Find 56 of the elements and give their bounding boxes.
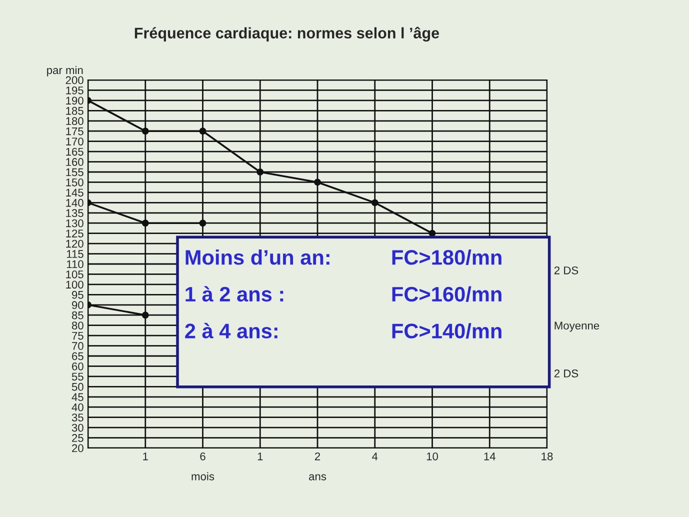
x-tick-label: 10 xyxy=(426,452,438,460)
y-tick-label: 35 xyxy=(72,414,84,422)
y-tick-label: 110 xyxy=(66,260,84,268)
y-tick-label: 55 xyxy=(72,372,84,381)
x-tick-label: 1 xyxy=(258,452,263,460)
y-tick-label: 190 xyxy=(66,96,84,105)
y-tick-label: 20 xyxy=(72,444,84,452)
x-tick-label: 18 xyxy=(542,452,553,460)
y-tick-label: 105 xyxy=(66,270,84,278)
y-tick-label: 50 xyxy=(72,382,84,391)
x-tick-label: 14 xyxy=(484,452,496,460)
y-tick-label: 185 xyxy=(66,106,84,115)
y-tick-label: 60 xyxy=(72,362,84,370)
y-tick-label: 40 xyxy=(72,403,84,412)
annotation: 2 à 4 ans: xyxy=(185,322,278,338)
annotation: 1 à 2 ans : xyxy=(186,286,284,302)
y-tick-label: 160 xyxy=(66,158,84,166)
y-tick-label: 115 xyxy=(66,250,84,258)
text: 2 DS xyxy=(554,266,578,274)
y-tick-label: 80 xyxy=(72,322,84,330)
chart-title: Fréquence cardiaque: normes selon l ’âge xyxy=(134,26,440,42)
annotation: FC>180/mn xyxy=(392,250,502,266)
y-tick-label: 120 xyxy=(66,240,84,248)
annotation: Moins d’un an: xyxy=(186,250,330,265)
x-tick-label: 6 mois xyxy=(192,452,214,480)
y-tick-label: 75 xyxy=(72,332,84,340)
annotation: FC>160/mn xyxy=(392,286,502,302)
y-tick-label: 200 xyxy=(66,76,84,84)
y-tick-label: 90 xyxy=(72,301,84,310)
y-tick-label: 45 xyxy=(72,393,84,402)
y-tick-label: 140 xyxy=(66,198,84,207)
y-tick-label: 25 xyxy=(72,434,84,442)
text: Moyenne xyxy=(554,322,600,332)
y-tick-label: 100 xyxy=(66,280,84,289)
x-tick-label: 1 xyxy=(143,452,148,460)
y-tick-label: 125 xyxy=(66,230,84,238)
y-tick-label: 30 xyxy=(72,424,84,432)
y-tick-label: 155 xyxy=(66,168,84,176)
y-axis-title: par min xyxy=(47,66,83,76)
y-tick-label: 150 xyxy=(66,178,84,186)
y-tick-label: 65 xyxy=(72,352,84,360)
y-tick-label: 145 xyxy=(66,188,84,197)
category-label: 2 ans xyxy=(309,452,326,480)
text: 2 DS xyxy=(554,370,578,378)
annotation: FC>140/mn xyxy=(392,323,502,339)
y-tick-label: 165 xyxy=(66,148,84,156)
y-tick-label: 170 xyxy=(66,138,84,146)
y-tick-label: 175 xyxy=(66,127,84,136)
x-tick-label: 4 xyxy=(372,452,378,460)
y-tick-label: 180 xyxy=(66,117,84,126)
y-tick-label: 195 xyxy=(66,86,84,94)
y-tick-label: 130 xyxy=(66,219,84,228)
y-tick-label: 95 xyxy=(72,290,84,299)
y-tick-label: 85 xyxy=(72,311,84,320)
y-tick-label: 70 xyxy=(72,342,84,350)
y-tick-label: 135 xyxy=(66,209,84,218)
